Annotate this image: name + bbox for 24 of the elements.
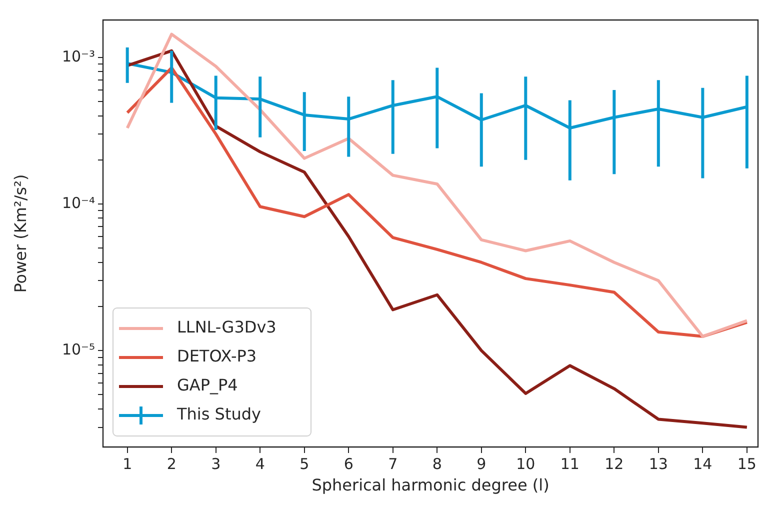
legend-label: GAP_P4	[177, 376, 238, 395]
x-tick-label: 3	[211, 454, 221, 473]
x-tick-label: 4	[255, 454, 265, 473]
y-tick-label: 10⁻³	[62, 47, 95, 66]
x-tick-label: 1	[122, 454, 132, 473]
x-axis-title: Spherical harmonic degree (l)	[312, 476, 550, 495]
legend-label: This Study	[176, 404, 261, 424]
x-tick-label: 8	[432, 454, 442, 473]
x-tick-label: 7	[388, 454, 398, 473]
y-tick-label: 10⁻⁵	[62, 340, 95, 358]
x-tick-label: 11	[560, 454, 580, 473]
x-tick-label: 10	[516, 454, 536, 473]
x-tick-label: 15	[737, 454, 756, 473]
x-tick-label: 6	[344, 454, 354, 473]
legend-label: LLNL-G3Dv3	[177, 318, 276, 337]
x-tick-label: 9	[476, 454, 486, 473]
x-tick-label: 12	[604, 454, 624, 473]
x-tick-label: 14	[693, 454, 712, 473]
x-tick-label: 2	[166, 454, 176, 473]
y-tick-label: 10⁻⁴	[62, 194, 95, 212]
y-axis-title: Power (Km²/s²)	[10, 174, 30, 293]
legend-label: DETOX-P3	[177, 346, 257, 366]
x-tick-label: 13	[648, 454, 668, 473]
x-tick-label: 5	[300, 454, 310, 473]
